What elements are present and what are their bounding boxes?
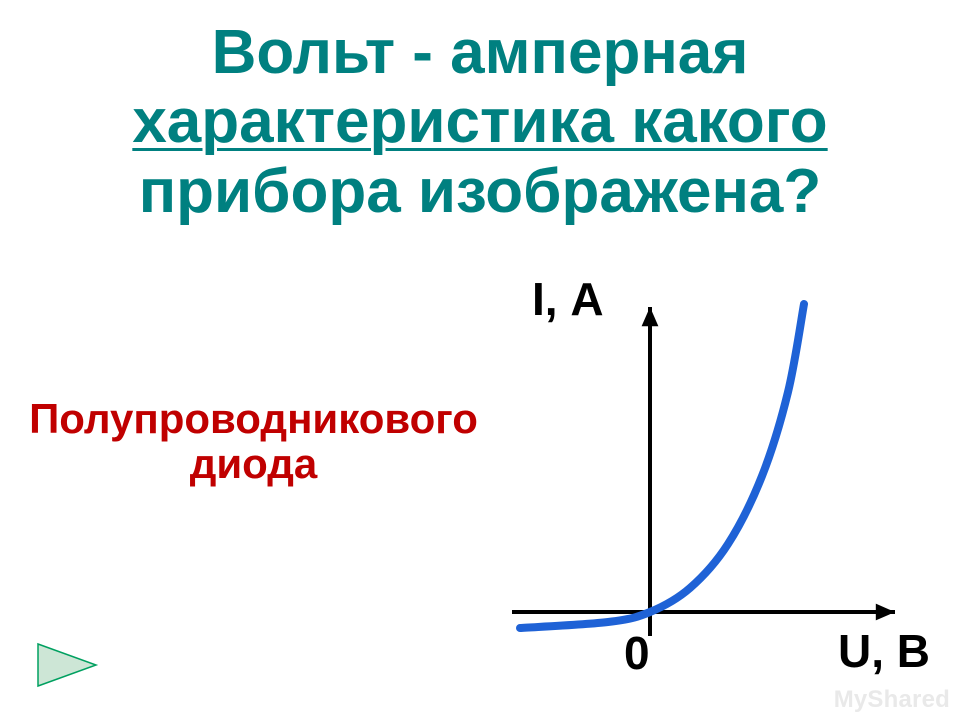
slide-title: Вольт - амперная характеристика какого п… <box>0 18 960 226</box>
title-line-2: характеристика какого <box>132 87 827 156</box>
watermark: MyShared <box>834 686 950 714</box>
play-icon <box>34 640 100 690</box>
answer-text: Полупроводникового диода <box>16 396 491 487</box>
next-slide-button[interactable] <box>34 640 100 690</box>
slide: Вольт - амперная характеристика какого п… <box>0 0 960 720</box>
title-line-3: прибора изображена? <box>139 157 822 226</box>
play-icon-shape <box>38 644 96 686</box>
iv-curve-chart <box>500 292 920 672</box>
answer-line-2: диода <box>190 440 318 487</box>
answer-line-1: Полупроводникового <box>29 395 478 442</box>
title-line-1: Вольт - амперная <box>212 18 749 87</box>
